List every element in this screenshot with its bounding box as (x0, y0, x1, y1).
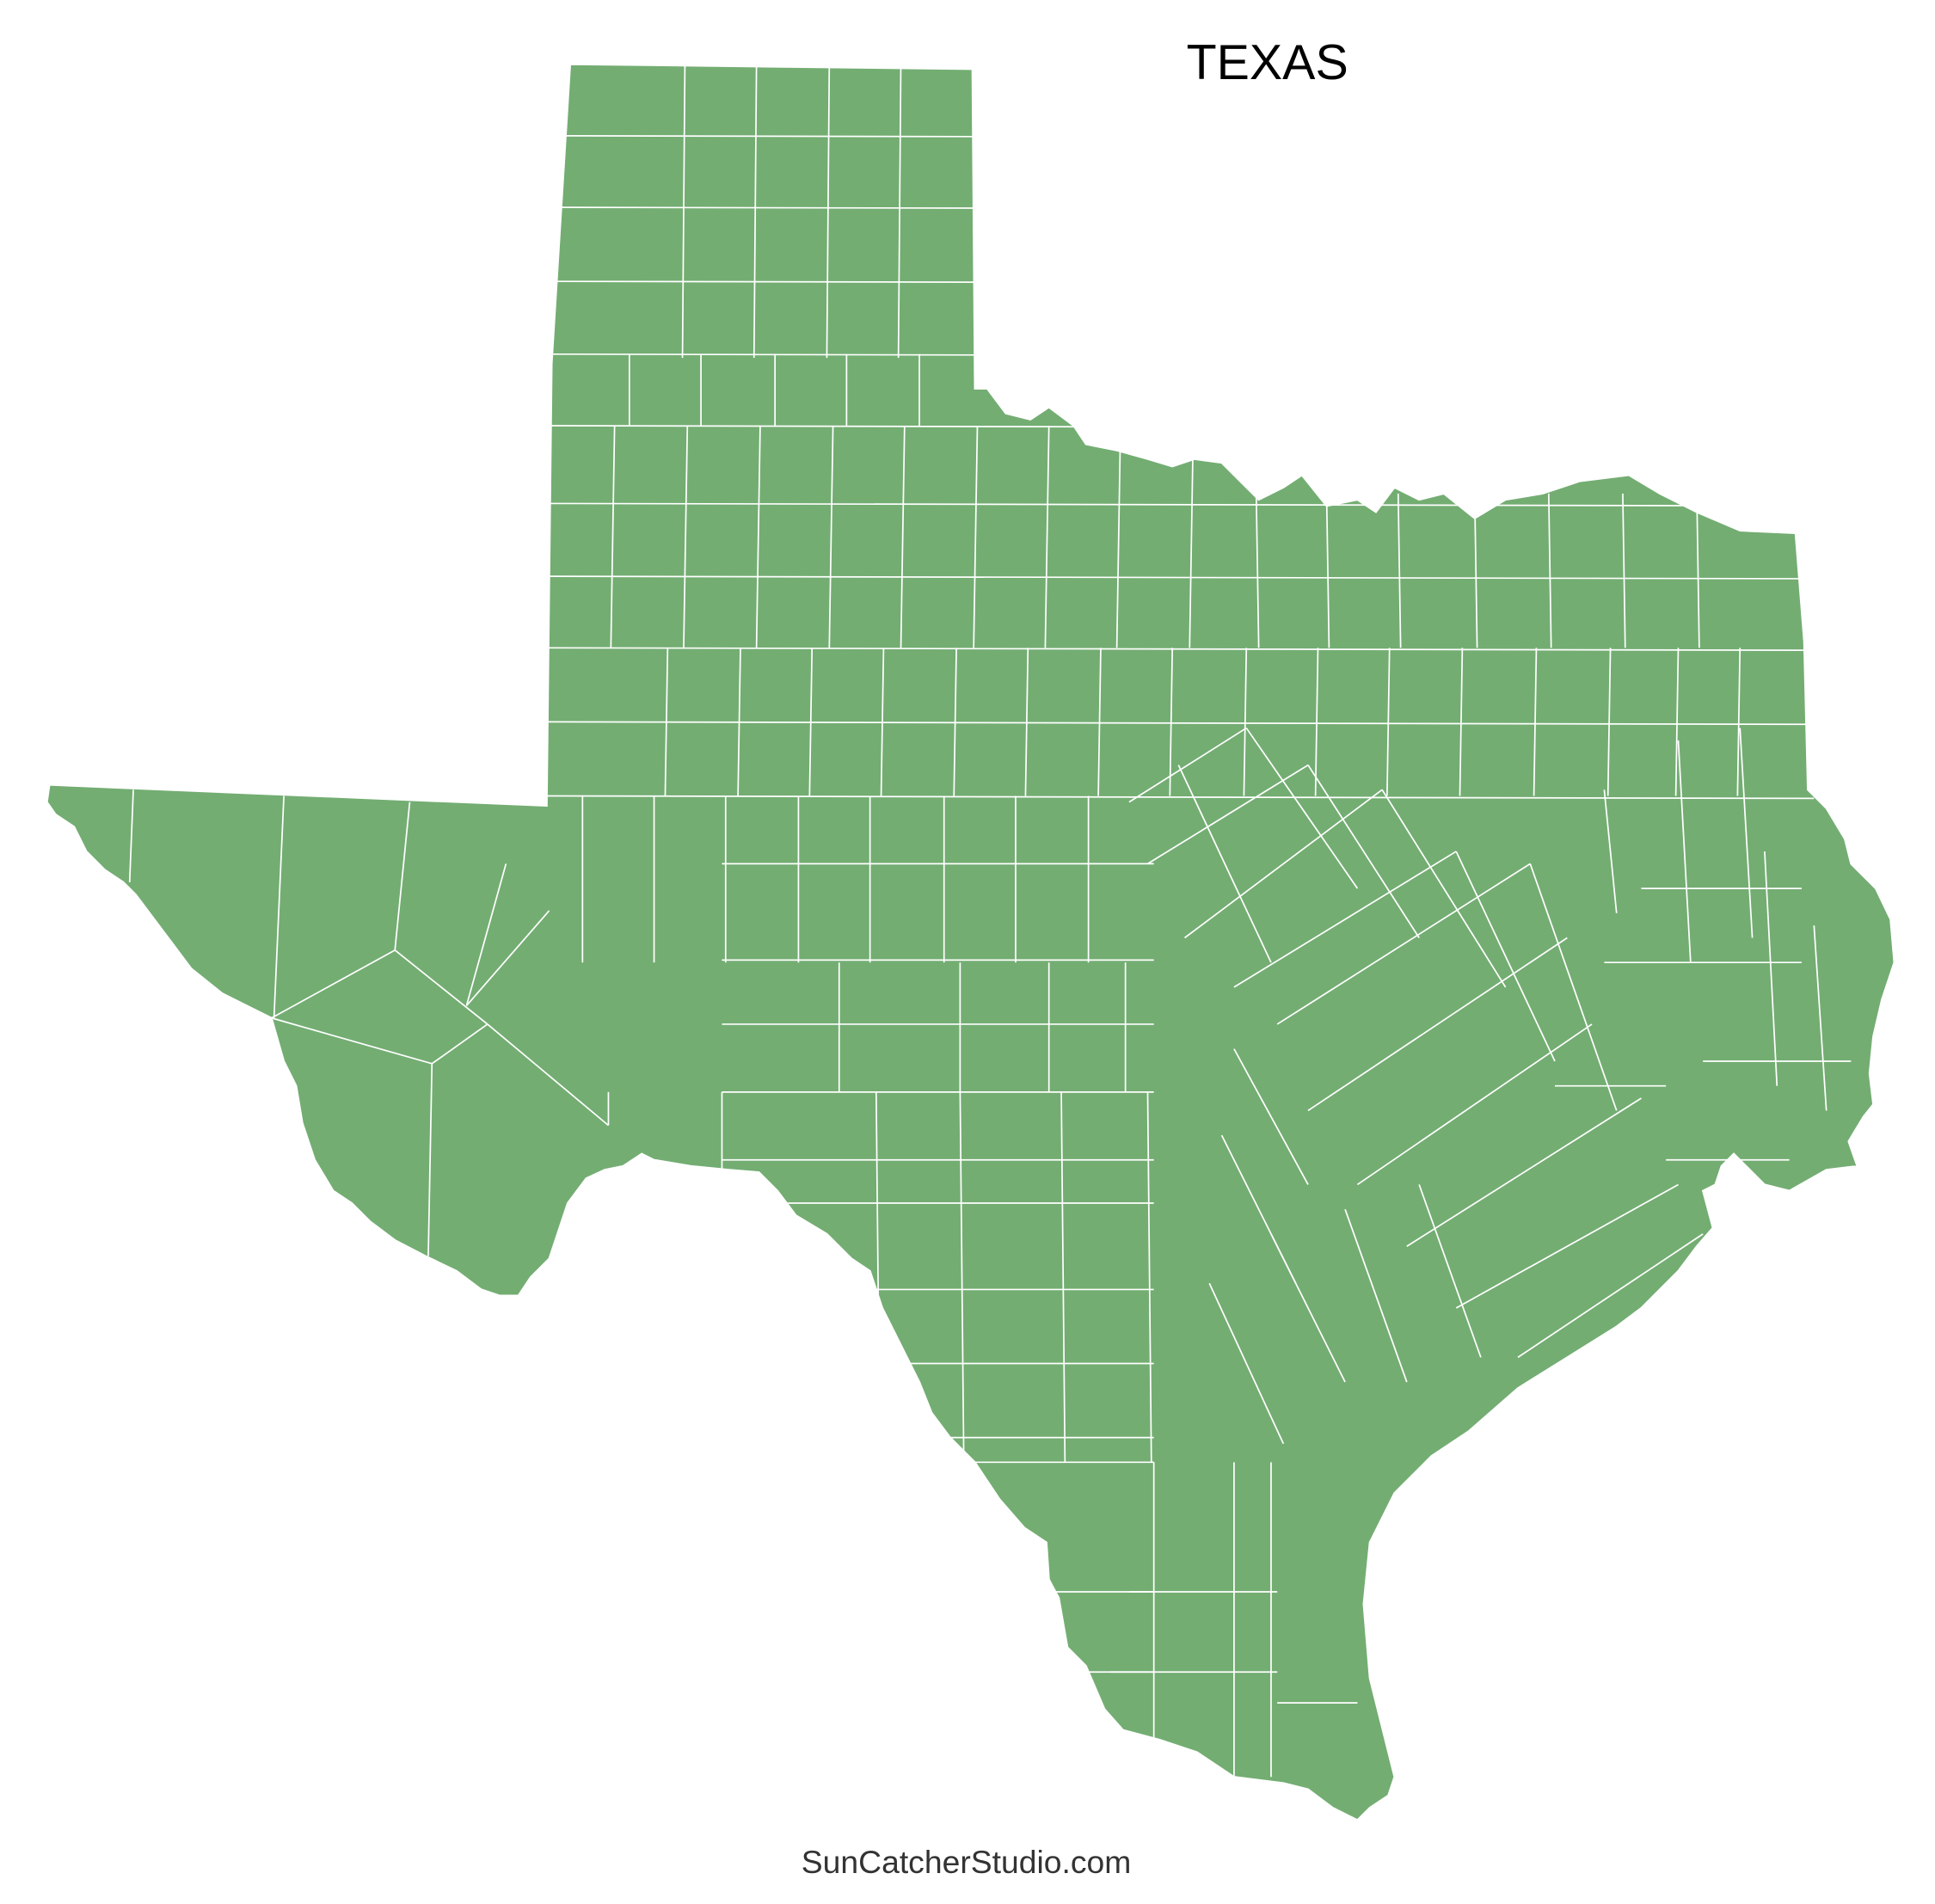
county-border (900, 426, 906, 648)
county-boundaries (128, 64, 1852, 1778)
county-border (487, 1023, 610, 1127)
county-border (1146, 1091, 1152, 1463)
county-border (427, 1063, 433, 1256)
county-border (1356, 1023, 1593, 1186)
county-border (973, 426, 979, 648)
county-border (1270, 1233, 1346, 1383)
county-border (1314, 648, 1319, 796)
county-border (1189, 426, 1195, 648)
county-border (953, 648, 957, 796)
county-border (543, 502, 1815, 507)
county-border (681, 64, 686, 359)
credit-text: SunCatcherStudio.com (802, 1844, 1132, 1880)
county-border (1455, 851, 1556, 1062)
county-border (1128, 727, 1247, 803)
county-border (1255, 493, 1260, 648)
county-border (1696, 493, 1700, 648)
county-border (271, 1016, 433, 1065)
county-border (959, 1091, 965, 1463)
county-border (1381, 789, 1507, 988)
county-border (1674, 648, 1680, 796)
county-border (1406, 1097, 1642, 1247)
county-border (1115, 426, 1121, 648)
county-border (752, 64, 758, 359)
county-border (1184, 789, 1383, 939)
county-border (1739, 728, 1754, 938)
county-border (1533, 648, 1538, 796)
county-border (1736, 648, 1742, 796)
county-border (1097, 648, 1102, 796)
county-border (664, 648, 669, 796)
map-title: TEXAS (1187, 35, 1348, 90)
county-border (755, 426, 761, 648)
county-border (1397, 493, 1402, 648)
county-border (1764, 851, 1778, 1086)
county-border (271, 949, 396, 1019)
county-border (1208, 1282, 1285, 1445)
county-border (1233, 851, 1457, 988)
county-border (1276, 863, 1531, 1025)
county-border (1147, 764, 1309, 865)
county-border (1455, 1183, 1679, 1309)
county-border (828, 426, 834, 648)
county-border (1233, 1048, 1309, 1185)
county-border (880, 648, 885, 796)
county-border (1813, 925, 1828, 1111)
county-border (1517, 1233, 1704, 1359)
county-border (1606, 648, 1612, 796)
county-border (128, 789, 134, 882)
county-border (897, 64, 902, 359)
county-border (1547, 493, 1552, 648)
county-border (1473, 493, 1478, 648)
county-border (1622, 493, 1626, 648)
county-border (1677, 740, 1692, 963)
county-border (1307, 765, 1420, 938)
county-border (431, 1023, 488, 1065)
county-border (1325, 493, 1330, 648)
county-border (1044, 426, 1050, 648)
county-border (737, 648, 741, 796)
county-border (273, 795, 285, 1018)
county-border (1418, 1184, 1482, 1358)
county-border (1060, 1091, 1066, 1463)
county-border (543, 647, 1815, 652)
county-border (808, 648, 814, 796)
county-border (465, 910, 550, 1006)
county-border (1243, 648, 1248, 796)
texas-state-shape (46, 63, 1895, 1821)
county-border (1529, 863, 1618, 1111)
county-border (683, 426, 689, 648)
county-border (1177, 765, 1272, 963)
county-border (1385, 648, 1391, 796)
county-border (1245, 728, 1359, 889)
county-border (610, 426, 616, 648)
county-border (1307, 937, 1568, 1112)
county-border (1603, 789, 1618, 913)
county-border (1169, 648, 1174, 796)
county-border (465, 863, 507, 1006)
county-border (1344, 1208, 1408, 1383)
county-border (826, 64, 831, 359)
county-border (543, 721, 1815, 726)
county-border (543, 575, 1815, 580)
county-border (1024, 648, 1029, 796)
county-border (543, 795, 1815, 800)
county-border (394, 802, 411, 950)
county-border (394, 949, 488, 1025)
county-border (1459, 648, 1464, 796)
